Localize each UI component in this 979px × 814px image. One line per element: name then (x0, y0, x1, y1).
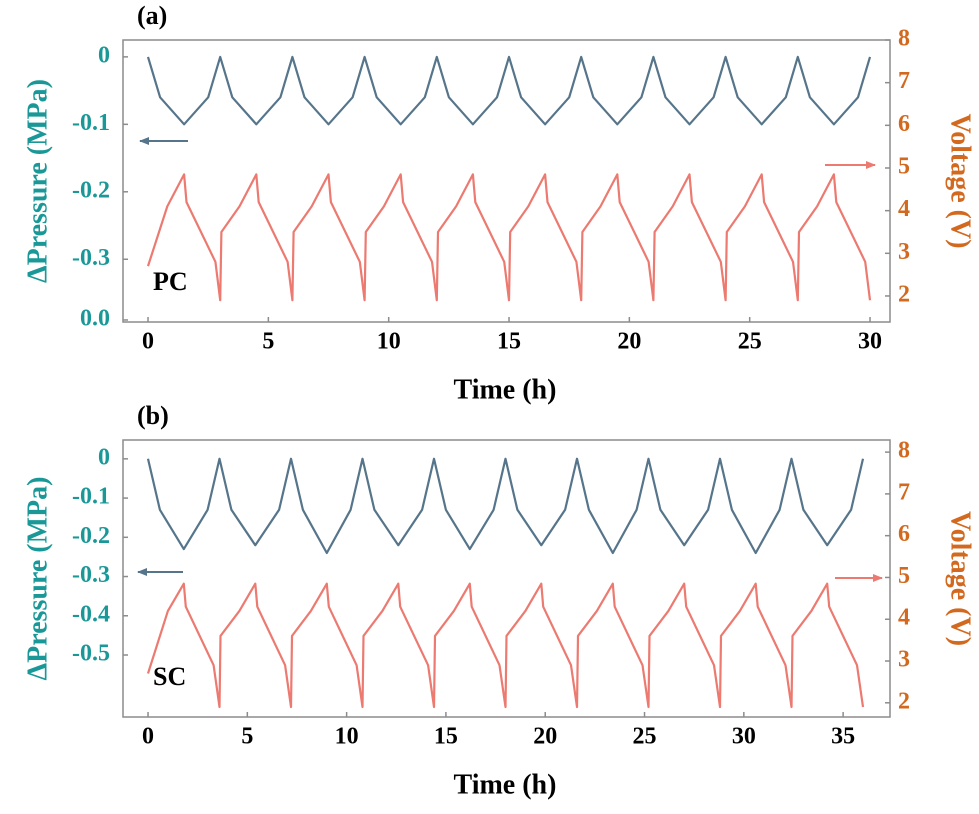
y2-tick-label: 2 (898, 281, 910, 307)
panel-label: (b) (137, 401, 169, 430)
annotation: PC (153, 267, 188, 296)
data-line (146, 582, 865, 709)
x-tick-label: 10 (335, 724, 359, 750)
y2-tick-label: 3 (898, 239, 910, 265)
x-tick-label: 35 (831, 724, 855, 750)
x-axis-label: Time (h) (454, 374, 557, 405)
y2-tick-label: 7 (898, 68, 910, 94)
x-tick-label: 30 (732, 724, 756, 750)
y2-tick-label: 5 (898, 153, 910, 179)
y-axis-label: ΔPressure (MPa) (22, 477, 53, 681)
x-tick-label: 15 (434, 724, 458, 750)
x-tick-label: 25 (738, 329, 762, 355)
panel-label: (a) (137, 1, 167, 30)
annotation: SC (153, 662, 186, 691)
y-tick-label: -0.3 (72, 245, 110, 271)
x-tick-label: 15 (497, 329, 521, 355)
y-tick-label: -0.2 (72, 523, 110, 549)
y-tick-label: -0.1 (72, 484, 110, 510)
y-tick-label: 0.0 (80, 305, 110, 331)
y-tick-label: -0.5 (72, 641, 110, 667)
x-axis-label: Time (h) (454, 769, 557, 800)
y-tick-label: 0 (98, 444, 110, 470)
x-tick-label: 5 (241, 724, 253, 750)
y-tick-label: -0.4 (72, 601, 110, 627)
x-tick-label: 5 (262, 329, 274, 355)
y2-tick-label: 4 (898, 605, 910, 631)
data-line (146, 55, 872, 126)
y2-tick-label: 5 (898, 563, 910, 589)
data-line (146, 457, 865, 555)
x-tick-label: 10 (377, 329, 401, 355)
y2-tick-label: 6 (898, 111, 910, 137)
x-tick-label: 30 (858, 329, 882, 355)
y2-tick-label: 3 (898, 647, 910, 673)
y2-tick-label: 2 (898, 688, 910, 714)
y-tick-label: -0.2 (72, 177, 110, 203)
y2-tick-label: 4 (898, 196, 910, 222)
y2-axis-label: Voltage (V) (945, 113, 976, 248)
x-tick-label: 0 (142, 329, 154, 355)
x-tick-label: 20 (533, 724, 557, 750)
y-tick-label: -0.3 (72, 562, 110, 588)
y2-tick-label: 8 (898, 438, 910, 464)
x-tick-label: 20 (617, 329, 641, 355)
y-axis-label: ΔPressure (MPa) (22, 79, 53, 283)
data-line (146, 173, 872, 302)
plot-frame (122, 39, 891, 323)
y2-tick-label: 6 (898, 521, 910, 547)
y2-tick-label: 8 (898, 26, 910, 52)
x-tick-label: 0 (142, 724, 154, 750)
y-tick-label: 0 (98, 42, 110, 68)
x-tick-label: 25 (633, 724, 657, 750)
y-tick-label: -0.1 (72, 110, 110, 136)
y2-axis-label: Voltage (V) (945, 511, 976, 646)
plot-frame (122, 439, 891, 718)
y2-tick-label: 7 (898, 479, 910, 505)
